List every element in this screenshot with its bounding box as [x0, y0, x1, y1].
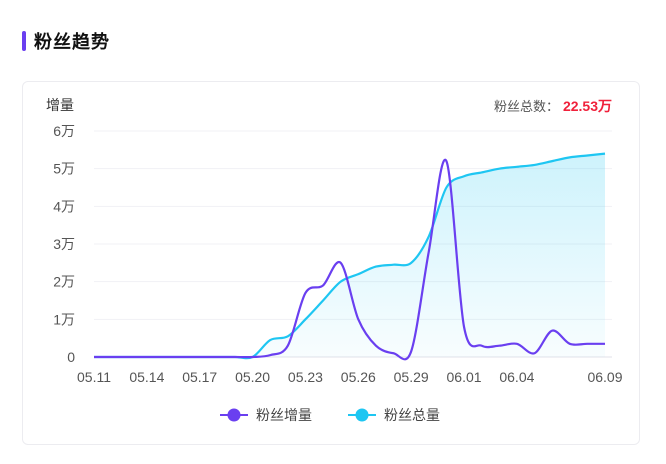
total-fans-readout: 粉丝总数： 22.53万	[494, 98, 612, 114]
legend-label: 粉丝总量	[384, 407, 440, 423]
x-tick-label: 06.01	[447, 369, 482, 385]
y-axis-title: 增量	[46, 97, 74, 113]
total-fans-value: 22.53万	[563, 98, 612, 114]
x-tick-label: 05.23	[288, 369, 323, 385]
x-tick-label: 06.09	[587, 369, 622, 385]
y-tick-label: 2万	[53, 274, 75, 290]
x-tick-label: 05.14	[129, 369, 164, 385]
accent-bar	[22, 31, 26, 51]
series-layer	[94, 152, 606, 361]
section-header: 粉丝趋势	[22, 30, 110, 52]
y-tick-label: 1万	[53, 311, 75, 327]
x-tick-label: 05.17	[182, 369, 217, 385]
y-tick-label: 0	[67, 349, 75, 365]
y-tick-label: 5万	[53, 161, 75, 177]
x-tick-label: 05.11	[77, 369, 111, 385]
total-fans-area	[94, 153, 605, 359]
section-title: 粉丝趋势	[34, 32, 110, 52]
x-tick-label: 05.29	[394, 369, 429, 385]
legend: 粉丝增量 粉丝总量	[220, 407, 440, 423]
fans-increase-line	[94, 158, 605, 361]
y-tick-label: 3万	[53, 236, 75, 252]
legend-marker	[355, 408, 369, 422]
legend-label: 粉丝增量	[256, 407, 312, 423]
x-tick-label: 05.26	[341, 369, 376, 385]
y-tick-label: 6万	[53, 123, 75, 139]
legend-total-fans[interactable]: 粉丝总量	[348, 407, 440, 423]
x-axis-ticks: 05.11 05.14 05.17 05.20 05.23 05.26 05.29 06.01…	[77, 369, 623, 385]
y-tick-label: 4万	[53, 198, 75, 214]
legend-fans-increase[interactable]: 粉丝增量	[220, 407, 312, 423]
x-tick-label: 06.04	[499, 369, 534, 385]
total-fans-label: 粉丝总数：	[494, 99, 559, 114]
legend-marker	[227, 408, 241, 422]
x-tick-label: 05.20	[235, 369, 270, 385]
y-axis-ticks: 0 1万 2万 3万 4万 5万 6万	[53, 123, 75, 365]
